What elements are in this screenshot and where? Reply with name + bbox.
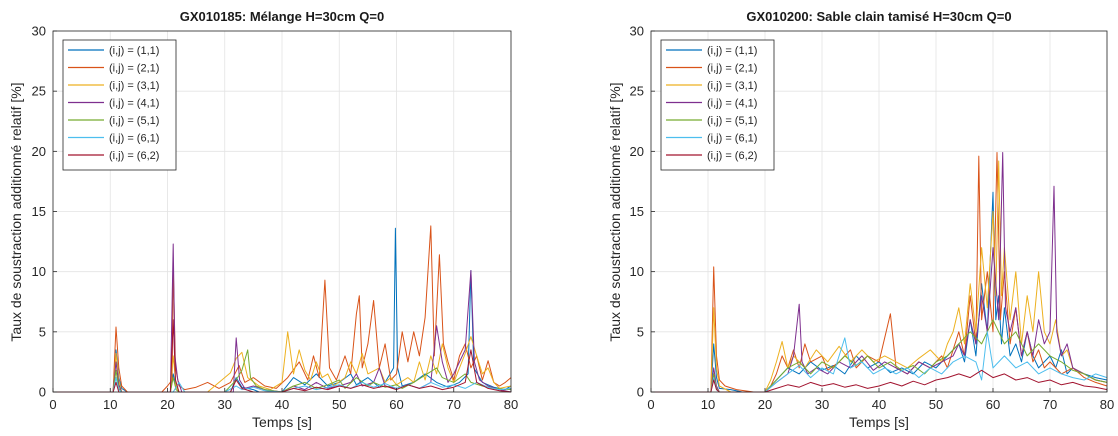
right-x-tick-label: 70 (1043, 397, 1057, 412)
right-legend-items: (i,j) = (1,1) (i,j) = (2,1) (i,j) = (3,1) (… (666, 45, 757, 162)
right-x-tick-label: 10 (701, 397, 715, 412)
right-legend: (i,j) = (1,1) (i,j) = (2,1) (i,j) = (3,1) (… (660, 39, 775, 171)
left-y-tick-label: 10 (32, 264, 46, 279)
left-chart-title: GX010185: Mélange H=30cm Q=0 (180, 9, 385, 24)
left-legend-box (62, 39, 177, 171)
left-legend-label: (i,j) = (1,1) (109, 45, 159, 57)
left-legend-label: (i,j) = (2,1) (109, 63, 159, 75)
right-y-tick-label: 0 (637, 385, 644, 400)
left-legend-label: (i,j) = (6,2) (109, 150, 159, 162)
left-x-tick-label: 60 (389, 397, 403, 412)
left-x-tick-label: 40 (275, 397, 289, 412)
left-legend-label: (i,j) = (5,1) (109, 115, 159, 127)
left-y-tick-label: 25 (32, 84, 46, 99)
right-x-tick-label: 20 (758, 397, 772, 412)
left-legend-label: (i,j) = (6,1) (109, 133, 159, 145)
right-x-tick-label: 80 (1100, 397, 1114, 412)
left-series-line-2 (53, 225, 512, 393)
right-series-line-3 (651, 160, 1108, 393)
right-x-tick-label: 50 (929, 397, 943, 412)
right-y-tick-label: 15 (630, 204, 644, 219)
right-x-tick-label: 0 (647, 397, 654, 412)
left-x-tick-label: 70 (447, 397, 461, 412)
left-x-axis-label: Temps [s] (252, 414, 312, 430)
left-x-tick-label: 20 (160, 397, 174, 412)
right-legend-label: (i,j) = (6,2) (707, 150, 757, 162)
left-chart: 0 10 20 30 40 50 60 70 80 0 5 10 15 20 25 30 GX010185: … (8, 9, 518, 430)
right-x-tick-label: 30 (815, 397, 829, 412)
right-series-line-6 (651, 331, 1108, 393)
right-chart-title: GX010200: Sable clain tamisé H=30cm Q=0 (746, 9, 1011, 24)
right-y-tick-label: 30 (630, 24, 644, 39)
left-x-tick-label: 30 (218, 397, 232, 412)
left-legend: (i,j) = (1,1) (i,j) = (2,1) (i,j) = (3,1) (… (62, 39, 177, 171)
right-legend-label: (i,j) = (3,1) (707, 80, 757, 92)
right-x-tick-label: 60 (986, 397, 1000, 412)
left-series-line-4 (53, 243, 512, 393)
right-y-tick-label: 25 (630, 84, 644, 99)
right-y-tick-label: 20 (630, 144, 644, 159)
right-chart: 0 10 20 30 40 50 60 70 80 0 5 10 15 20 25 30 GX010200: … (607, 9, 1114, 430)
right-legend-label: (i,j) = (5,1) (707, 115, 757, 127)
right-x-tick-label: 40 (872, 397, 886, 412)
left-legend-label: (i,j) = (3,1) (109, 80, 159, 92)
right-legend-label: (i,j) = (4,1) (707, 98, 757, 110)
left-y-tick-label: 15 (32, 204, 46, 219)
right-legend-label: (i,j) = (1,1) (707, 45, 757, 57)
left-series-line-7 (53, 319, 512, 393)
right-legend-label: (i,j) = (2,1) (707, 63, 757, 75)
left-y-tick-label: 30 (32, 24, 46, 39)
left-y-axis-label: Taux de soustraction additionné relatif … (8, 82, 24, 341)
right-y-axis-label: Taux de soustraction additionné relatif … (607, 82, 623, 341)
right-legend-box (660, 39, 775, 171)
right-tick-labels: 0 10 20 30 40 50 60 70 80 0 5 10 15 20 25 30 (630, 24, 1115, 413)
left-x-tick-label: 0 (49, 397, 56, 412)
left-legend-label: (i,j) = (4,1) (109, 98, 159, 110)
right-y-tick-label: 5 (637, 324, 644, 339)
left-y-tick-label: 0 (39, 385, 46, 400)
right-series-lines (651, 152, 1108, 393)
left-y-tick-label: 5 (39, 324, 46, 339)
right-y-tick-label: 10 (630, 264, 644, 279)
left-x-tick-label: 50 (332, 397, 346, 412)
left-legend-items: (i,j) = (1,1) (i,j) = (2,1) (i,j) = (3,1) (… (68, 45, 159, 162)
left-x-tick-label: 10 (103, 397, 117, 412)
right-series-line-7 (651, 369, 1108, 393)
right-x-axis-label: Temps [s] (849, 414, 909, 430)
left-y-tick-label: 20 (32, 144, 46, 159)
right-legend-label: (i,j) = (6,1) (707, 133, 757, 145)
left-series-line-5 (53, 349, 512, 393)
left-tick-labels: 0 10 20 30 40 50 60 70 80 0 5 10 15 20 25 30 (32, 24, 519, 413)
left-x-tick-label: 80 (504, 397, 518, 412)
